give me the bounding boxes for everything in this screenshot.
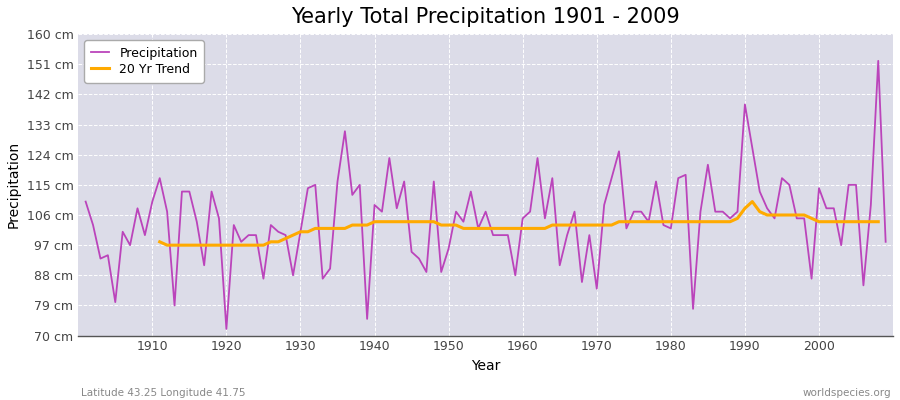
20 Yr Trend bbox=[747, 199, 758, 204]
Text: Latitude 43.25 Longitude 41.75: Latitude 43.25 Longitude 41.75 bbox=[81, 388, 246, 398]
Precipitation bbox=[873, 58, 884, 63]
Precipitation bbox=[614, 149, 625, 154]
Precipitation bbox=[880, 240, 891, 244]
20 Yr Trend bbox=[710, 219, 721, 224]
Line: Precipitation: Precipitation bbox=[86, 61, 886, 329]
Precipitation bbox=[221, 326, 232, 331]
20 Yr Trend bbox=[162, 243, 173, 248]
Line: 20 Yr Trend: 20 Yr Trend bbox=[159, 202, 878, 245]
20 Yr Trend bbox=[206, 243, 217, 248]
20 Yr Trend bbox=[614, 219, 625, 224]
Text: worldspecies.org: worldspecies.org bbox=[803, 388, 891, 398]
Precipitation bbox=[80, 199, 91, 204]
20 Yr Trend bbox=[562, 223, 572, 228]
20 Yr Trend bbox=[502, 226, 513, 231]
Precipitation bbox=[518, 216, 528, 221]
Precipitation bbox=[310, 182, 320, 187]
Precipitation bbox=[140, 233, 150, 238]
Y-axis label: Precipitation: Precipitation bbox=[7, 141, 21, 228]
20 Yr Trend bbox=[873, 219, 884, 224]
20 Yr Trend bbox=[154, 240, 165, 244]
Precipitation bbox=[355, 182, 365, 187]
Title: Yearly Total Precipitation 1901 - 2009: Yearly Total Precipitation 1901 - 2009 bbox=[292, 7, 680, 27]
20 Yr Trend bbox=[221, 243, 232, 248]
Legend: Precipitation, 20 Yr Trend: Precipitation, 20 Yr Trend bbox=[85, 40, 204, 82]
X-axis label: Year: Year bbox=[471, 359, 500, 373]
Precipitation bbox=[525, 209, 535, 214]
